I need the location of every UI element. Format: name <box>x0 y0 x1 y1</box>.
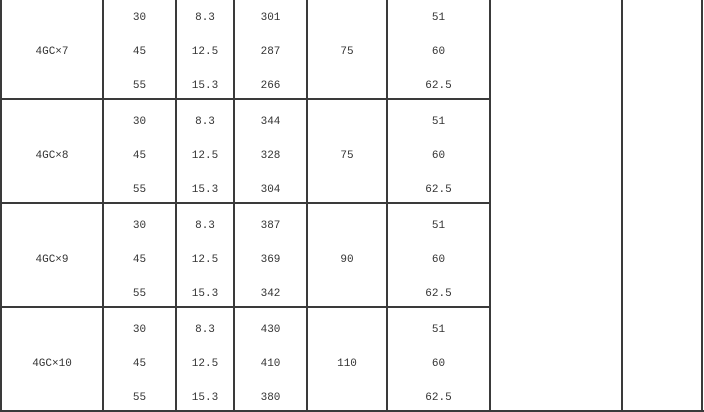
col6-cell: 62.5 <box>425 80 452 92</box>
col6-cell: 51 <box>431 324 446 336</box>
row-border <box>0 410 704 412</box>
col4-cell: 304 <box>260 184 281 196</box>
col4-cell: 380 <box>260 392 281 404</box>
col2-cell: 55 <box>132 80 147 92</box>
column-border <box>621 0 623 412</box>
col2-cell: 55 <box>132 288 147 300</box>
col6-cell: 60 <box>431 254 446 266</box>
row-border <box>0 306 491 308</box>
col5-cell: 110 <box>337 358 357 370</box>
col4-cell: 387 <box>260 220 281 232</box>
col4-cell: 410 <box>260 358 281 370</box>
column-border <box>175 0 177 412</box>
col4-cell: 287 <box>260 46 281 58</box>
col2-cell: 30 <box>132 116 147 128</box>
col6-cell: 51 <box>431 12 446 24</box>
col4-cell: 266 <box>260 80 281 92</box>
col6-cell: 62.5 <box>425 184 452 196</box>
model-cell: 4GC×8 <box>35 150 69 162</box>
col2-cell: 55 <box>132 184 147 196</box>
column-border <box>233 0 235 412</box>
col4-cell: 342 <box>260 288 281 300</box>
col3-cell: 12.5 <box>191 254 219 266</box>
col6-cell: 62.5 <box>425 392 452 404</box>
col6-cell: 62.5 <box>425 288 452 300</box>
row-border <box>0 98 491 100</box>
col3-cell: 8.3 <box>195 324 215 336</box>
col6-cell: 60 <box>431 150 446 162</box>
col4-cell: 344 <box>260 116 281 128</box>
col3-cell: 15.3 <box>191 392 219 404</box>
col6-cell: 51 <box>431 220 446 232</box>
col4-cell: 328 <box>260 150 281 162</box>
col4-cell: 369 <box>260 254 281 266</box>
column-border <box>306 0 308 412</box>
col4-cell: 301 <box>260 12 281 24</box>
col3-cell: 15.3 <box>191 184 219 196</box>
col5-cell: 75 <box>340 46 354 58</box>
column-border <box>386 0 388 412</box>
col3-cell: 8.3 <box>195 12 215 24</box>
column-border <box>701 0 703 412</box>
col2-cell: 45 <box>132 150 147 162</box>
col3-cell: 12.5 <box>191 150 219 162</box>
col2-cell: 55 <box>132 392 147 404</box>
row-border <box>0 202 491 204</box>
col3-cell: 15.3 <box>191 80 219 92</box>
col5-cell: 75 <box>340 150 354 162</box>
col6-cell: 51 <box>431 116 446 128</box>
col3-cell: 12.5 <box>191 358 219 370</box>
col6-cell: 60 <box>431 46 446 58</box>
col2-cell: 30 <box>132 324 147 336</box>
col2-cell: 30 <box>132 220 147 232</box>
col4-cell: 430 <box>260 324 281 336</box>
col3-cell: 15.3 <box>191 288 219 300</box>
col3-cell: 8.3 <box>195 116 215 128</box>
col2-cell: 45 <box>132 358 147 370</box>
column-border <box>489 0 491 412</box>
col6-cell: 60 <box>431 358 446 370</box>
model-cell: 4GC×10 <box>32 358 72 370</box>
model-cell: 4GC×9 <box>35 254 69 266</box>
col2-cell: 45 <box>132 254 147 266</box>
column-border <box>0 0 2 412</box>
col3-cell: 12.5 <box>191 46 219 58</box>
col5-cell: 90 <box>340 254 354 266</box>
col2-cell: 30 <box>132 12 147 24</box>
model-cell: 4GC×7 <box>35 46 69 58</box>
col3-cell: 8.3 <box>195 220 215 232</box>
col2-cell: 45 <box>132 46 147 58</box>
column-border <box>102 0 104 412</box>
